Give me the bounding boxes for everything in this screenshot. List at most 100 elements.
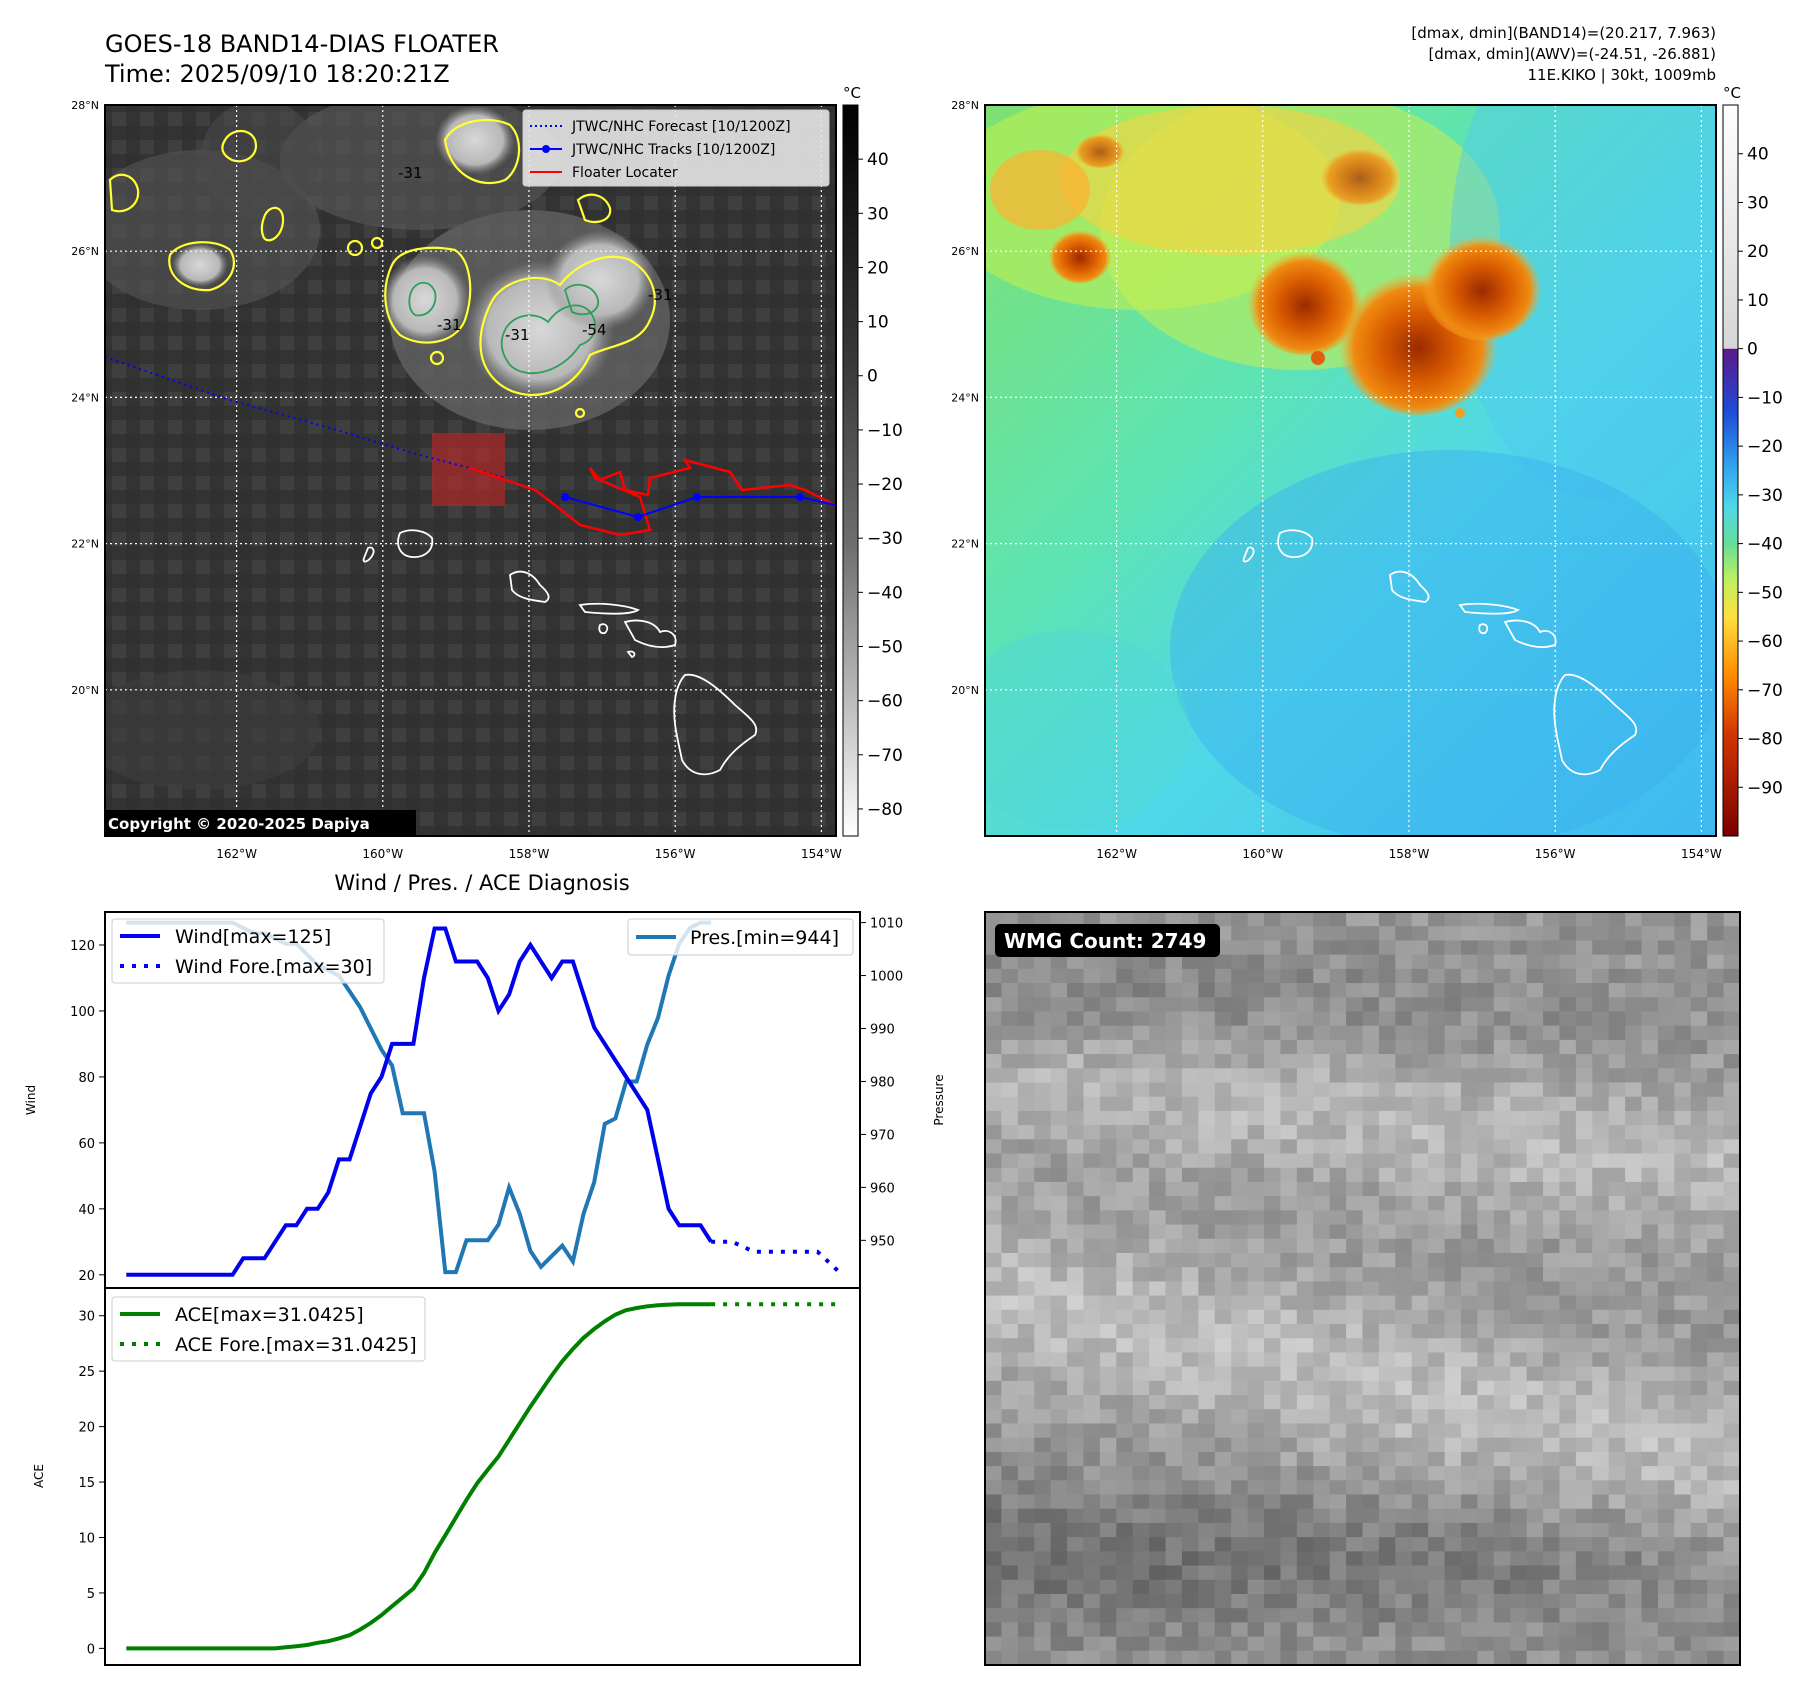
wmg-pixel xyxy=(1723,1480,1740,1496)
wmg-pixel xyxy=(1214,1309,1232,1325)
wmg-pixel xyxy=(1723,1579,1740,1595)
wmg-pixel xyxy=(1592,1210,1610,1226)
wmg-pixel xyxy=(1329,1352,1347,1368)
wmg-pixel xyxy=(1559,997,1577,1013)
wmg-pixel xyxy=(1592,1224,1610,1240)
wmg-pixel xyxy=(1116,1153,1134,1169)
wmg-pixel xyxy=(1428,1125,1446,1140)
wmg-pixel xyxy=(1378,1395,1396,1410)
wmg-pixel xyxy=(1395,1267,1413,1282)
wmg-pixel xyxy=(1329,1267,1347,1282)
wmg-pixel xyxy=(1411,1181,1429,1197)
wmg-pixel xyxy=(1280,1252,1298,1268)
lon-label: 160°W xyxy=(1242,847,1283,861)
wmg-pixel xyxy=(1362,1181,1380,1197)
copyright-text: Copyright © 2020-2025 Dapiya xyxy=(108,815,370,833)
wmg-pixel xyxy=(1149,1210,1167,1226)
wmg-pixel xyxy=(1181,1054,1199,1069)
wmg-pixel xyxy=(1592,1153,1610,1169)
wmg-pixel xyxy=(1132,1309,1150,1325)
wmg-pixel xyxy=(1707,1110,1725,1126)
wmg-pixel xyxy=(1543,1011,1561,1027)
colorbar-tick-label: 10 xyxy=(1747,291,1769,311)
wmg-pixel xyxy=(1510,1139,1528,1155)
wmg-pixel xyxy=(1625,954,1643,970)
wmg-pixel xyxy=(1641,1593,1659,1609)
wmg-pixel xyxy=(1641,1650,1659,1665)
wmg-pixel xyxy=(1231,1579,1249,1595)
wmg-pixel xyxy=(1723,1181,1740,1197)
wmg-pixel xyxy=(1690,1181,1708,1197)
wmg-pixel xyxy=(1198,1395,1216,1410)
wmg-pixel xyxy=(1001,1466,1019,1481)
wmg-pixel xyxy=(1149,1324,1167,1339)
wmg-pixel xyxy=(1608,1395,1626,1410)
wmg-pixel xyxy=(1674,968,1692,984)
wmg-pixel xyxy=(1181,1636,1199,1652)
wmg-pixel xyxy=(1116,1281,1134,1297)
wmg-pixel xyxy=(1231,1352,1249,1368)
wmg-pixel xyxy=(1575,954,1593,970)
wmg-pixel xyxy=(1149,1579,1167,1595)
wmg-pixel xyxy=(1017,1451,1035,1467)
wmg-pixel xyxy=(1460,1579,1478,1595)
wmg-pixel xyxy=(1034,1451,1052,1467)
wmg-pixel xyxy=(1346,1281,1364,1297)
wmg-pixel xyxy=(1657,1082,1675,1098)
wmg-pixel xyxy=(1510,912,1528,927)
wmg-pixel xyxy=(1592,968,1610,984)
wmg-pixel xyxy=(1559,1054,1577,1069)
wmg-pixel xyxy=(1641,1196,1659,1211)
colorbar-tick-label: −20 xyxy=(1747,437,1783,457)
wmg-pixel xyxy=(1181,1352,1199,1368)
wmg-pixel xyxy=(1674,1423,1692,1439)
wmg-pixel xyxy=(1280,1352,1298,1368)
wmg-pixel xyxy=(1477,1551,1495,1567)
wmg-pixel xyxy=(1444,1480,1462,1496)
colorbar-tick-label: −10 xyxy=(867,421,903,441)
wmg-pixel xyxy=(1264,1366,1282,1382)
wmg-pixel xyxy=(1674,1608,1692,1623)
wmg-pixel xyxy=(1116,1167,1134,1183)
wmg-pixel xyxy=(1395,940,1413,956)
wmg-pixel xyxy=(1510,1096,1528,1112)
wmg-pixel xyxy=(1329,1395,1347,1410)
wmg-pixel xyxy=(1559,1437,1577,1453)
wmg-pixel xyxy=(1526,1366,1544,1382)
wmg-pixel xyxy=(1346,1650,1364,1665)
wmg-pixel xyxy=(1592,1395,1610,1410)
wmg-pixel xyxy=(1231,1622,1249,1638)
wmg-pixel xyxy=(1346,1181,1364,1197)
wmg-pixel xyxy=(1181,997,1199,1013)
wmg-pixel xyxy=(1641,1181,1659,1197)
wmg-pixel xyxy=(1395,1352,1413,1368)
wmg-pixel xyxy=(1149,912,1167,927)
wmg-pixel xyxy=(1460,1039,1478,1055)
wmg-pixel xyxy=(1247,1352,1265,1368)
wmg-pixel xyxy=(1231,1110,1249,1126)
colorbar-tick-label: −50 xyxy=(1747,583,1783,603)
wmg-pixel xyxy=(1723,1139,1740,1155)
wmg-pixel xyxy=(1477,1054,1495,1069)
contour-line xyxy=(168,241,236,292)
wmg-pixel xyxy=(1526,1125,1544,1140)
wmg-pixel xyxy=(1575,1395,1593,1410)
wmg-pixel xyxy=(1608,1579,1626,1595)
wmg-pixel xyxy=(1017,1579,1035,1595)
wmg-pixel xyxy=(1165,1650,1183,1665)
wmg-pixel xyxy=(1017,968,1035,984)
wmg-pixel xyxy=(1608,997,1626,1013)
colorbar-tick-label: −80 xyxy=(867,800,903,820)
wmg-pixel xyxy=(1329,1039,1347,1055)
wmg-pixel xyxy=(1592,1025,1610,1041)
wmg-pixel xyxy=(1296,1338,1314,1354)
wmg-pixel xyxy=(1362,954,1380,970)
wmg-pixel xyxy=(1050,1650,1068,1665)
wmg-pixel xyxy=(1477,1309,1495,1325)
wmg-pixel xyxy=(1395,1380,1413,1396)
wmg-pixel xyxy=(1034,1579,1052,1595)
wmg-pixel xyxy=(1707,1409,1725,1425)
wmg-pixel xyxy=(1280,1309,1298,1325)
wmg-pixel xyxy=(1017,1551,1035,1567)
wmg-pixel xyxy=(1264,1466,1282,1481)
